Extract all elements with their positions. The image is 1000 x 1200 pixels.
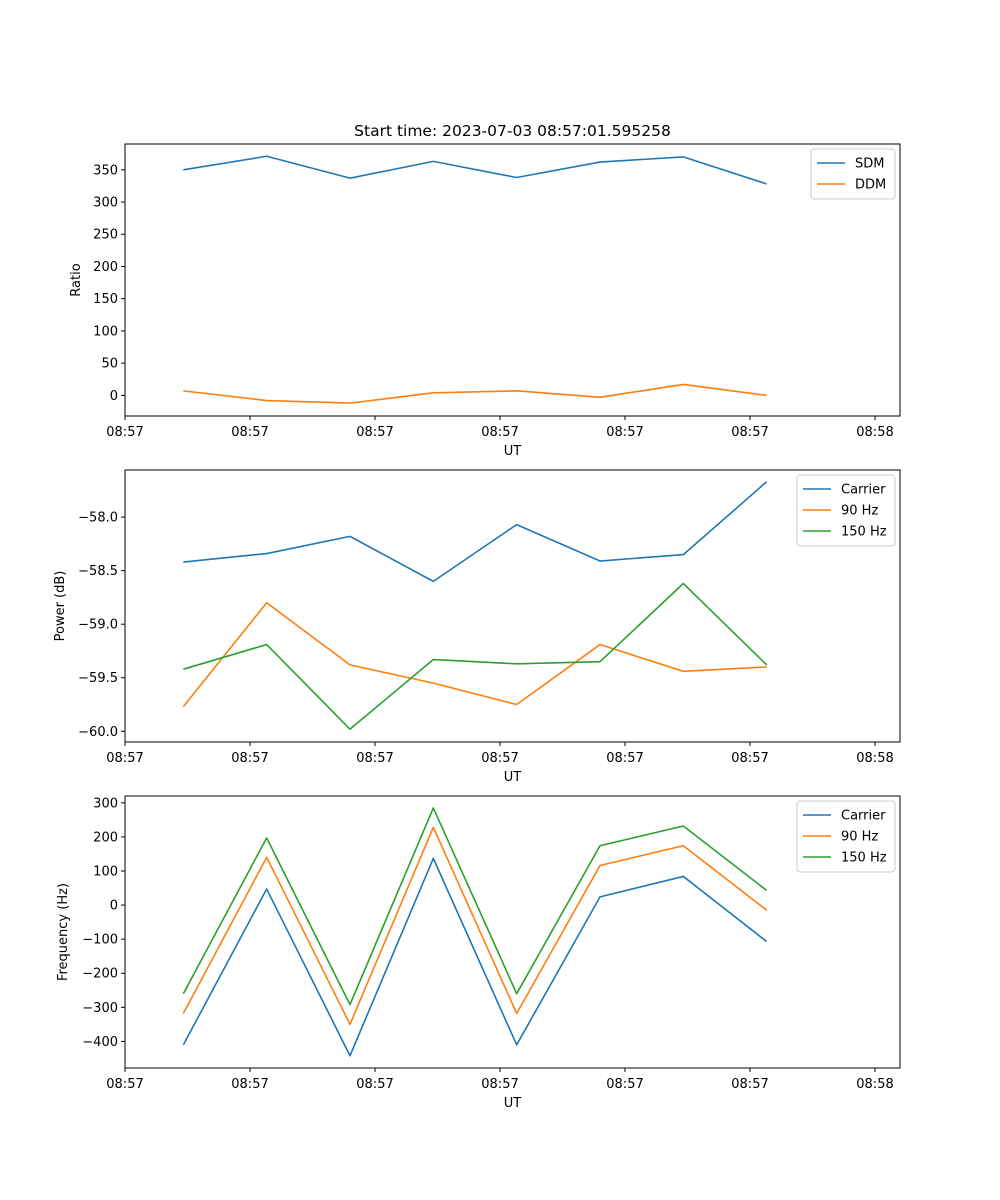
power-x-tick-label: 08:57 [356, 751, 393, 766]
power-legend-label: 90 Hz [841, 504, 878, 519]
frequency-y-axis-label: Frequency (Hz) [56, 883, 71, 981]
frequency-y-tick-label: −100 [82, 933, 118, 948]
ratio-x-tick-label: 08:57 [106, 425, 143, 440]
frequency-series-150-hz [182, 807, 768, 1006]
frequency-x-tick-label: 08:57 [606, 1077, 643, 1092]
ratio-x-tick-label: 08:57 [731, 425, 768, 440]
ratio-x-tick-label: 08:57 [606, 425, 643, 440]
frequency-x-tick-label: 08:57 [356, 1077, 393, 1092]
frequency-legend: Carrier 90 Hz 150 Hz [796, 800, 896, 873]
frequency-x-tick-label: 08:57 [731, 1077, 768, 1092]
ratio-x-axis-label: UT [504, 444, 522, 459]
power-x-tick-label: 08:58 [856, 751, 893, 766]
power-y-tick-label: −59.0 [78, 618, 118, 633]
power-x-axis-label: UT [504, 770, 522, 785]
frequency-legend-box [796, 800, 896, 873]
ratio-y-tick-label: 100 [93, 324, 118, 339]
ratio-y-tick-label: 200 [93, 260, 118, 275]
power-series-carrier [183, 481, 768, 583]
power-series-150-hz [183, 582, 768, 730]
power-legend-label: 150 Hz [841, 525, 887, 540]
power-y-tick-label: −60.0 [78, 725, 118, 740]
frequency-y-tick-label: 300 [93, 796, 118, 811]
power-series-90-hz [182, 601, 767, 708]
frequency-series-90-hz [182, 826, 768, 1026]
ratio-series-sdm [183, 155, 767, 185]
power-y-tick-label: −59.5 [78, 671, 118, 686]
ratio-legend-label: DDM [855, 178, 886, 193]
ratio-x-tick-label: 08:58 [856, 425, 893, 440]
frequency-y-tick-label: −300 [82, 1001, 118, 1016]
frequency-legend-label: Carrier [841, 809, 886, 824]
ratio-y-tick-label: 0 [110, 389, 118, 404]
ratio-y-tick-label: 250 [93, 228, 118, 243]
ratio-y-tick-label: 150 [93, 292, 118, 307]
frequency-y-tick-label: 0 [110, 899, 118, 914]
power-y-tick-label: −58.0 [78, 511, 118, 526]
power-y-axis-label: Power (dB) [53, 571, 68, 642]
power-legend-label: Carrier [841, 483, 886, 498]
ratio-legend-box [810, 148, 896, 200]
frequency-legend-label: 150 Hz [841, 851, 887, 866]
power-x-tick-label: 08:57 [106, 751, 143, 766]
ratio-x-tick-label: 08:57 [481, 425, 518, 440]
power-legend: Carrier 90 Hz 150 Hz [796, 474, 896, 547]
frequency-series-carrier [182, 857, 768, 1057]
power-x-tick-label: 08:57 [231, 751, 268, 766]
power-x-tick-label: 08:57 [731, 751, 768, 766]
figure-title: Start time: 2023-07-03 08:57:01.595258 [354, 122, 671, 140]
ratio-legend-label: SDM [855, 157, 884, 172]
power-legend-box [796, 474, 896, 547]
ratio-legend: SDM DDM [810, 148, 896, 200]
ratio-panel: 08:57 08:57 08:57 08:57 08:57 08:57 08:58 0 50 10… [69, 143, 901, 459]
power-x-tick-label: 08:57 [606, 751, 643, 766]
ratio-axes-frame [124, 143, 901, 417]
frequency-x-tick-label: 08:57 [231, 1077, 268, 1092]
ratio-y-tick-label: 350 [93, 163, 118, 178]
frequency-x-axis-label: UT [504, 1096, 522, 1111]
frequency-panel: 08:57 08:57 08:57 08:57 08:57 08:57 08:58 −400 −… [56, 795, 901, 1111]
frequency-y-tick-label: −200 [82, 967, 118, 982]
power-axes-frame [124, 469, 901, 743]
ratio-series-ddm [183, 383, 767, 404]
power-x-tick-label: 08:57 [481, 751, 518, 766]
frequency-x-tick-label: 08:57 [106, 1077, 143, 1092]
ratio-x-tick-label: 08:57 [231, 425, 268, 440]
ratio-y-axis-label: Ratio [69, 263, 84, 296]
frequency-y-tick-label: 100 [93, 864, 118, 879]
frequency-y-tick-label: 200 [93, 830, 118, 845]
frequency-legend-label: 90 Hz [841, 830, 878, 845]
frequency-x-tick-label: 08:57 [481, 1077, 518, 1092]
ratio-y-tick-label: 300 [93, 196, 118, 211]
ratio-y-tick-label: 50 [101, 357, 118, 372]
power-y-tick-label: −58.5 [78, 564, 118, 579]
frequency-axes-frame [124, 795, 901, 1069]
frequency-y-tick-label: −400 [82, 1035, 118, 1050]
ratio-x-tick-label: 08:57 [356, 425, 393, 440]
power-panel: 08:57 08:57 08:57 08:57 08:57 08:57 08:58 −60.0… [53, 469, 901, 785]
frequency-x-tick-label: 08:58 [856, 1077, 893, 1092]
